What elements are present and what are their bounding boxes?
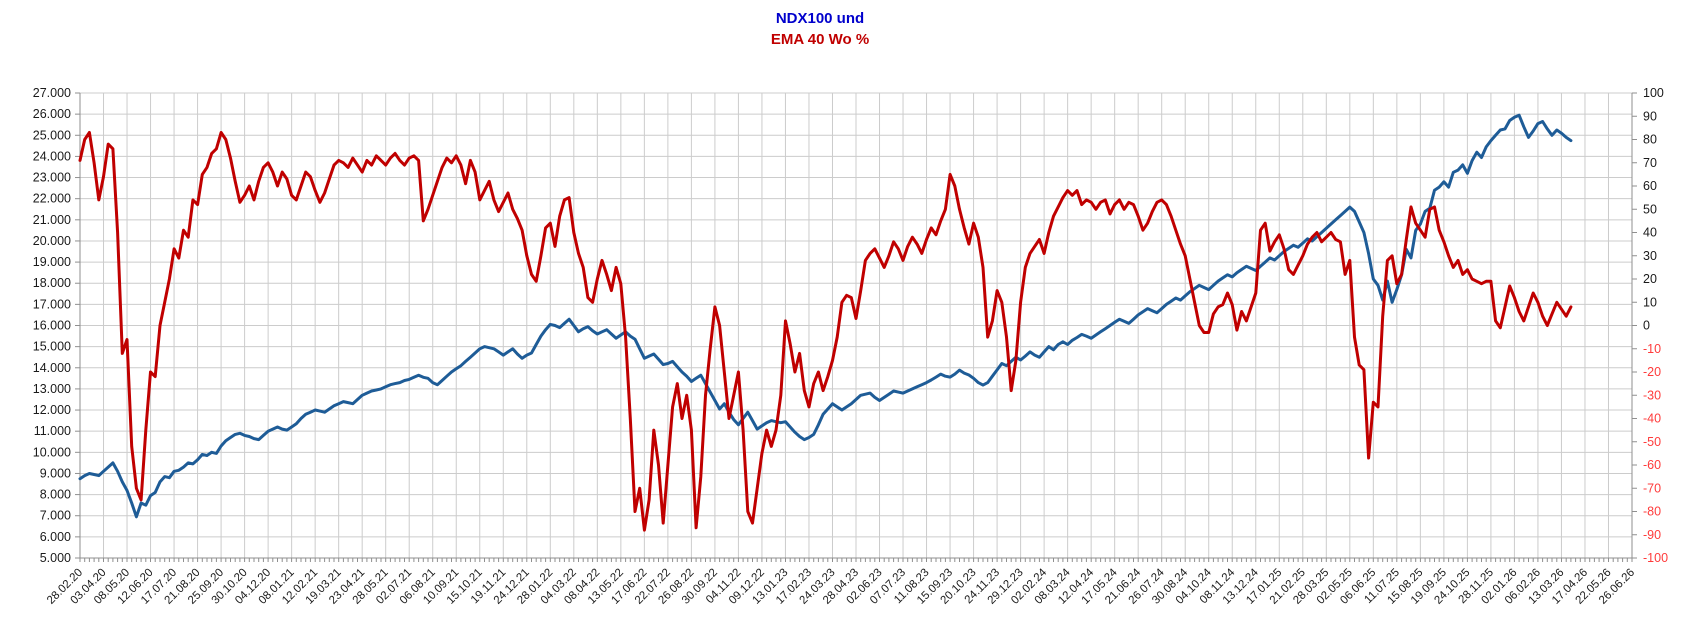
y-axis-left-label: 7.000 xyxy=(40,509,71,523)
chart-title-line1: NDX100 und xyxy=(775,10,865,27)
y-axis-right-label: 100 xyxy=(1643,86,1664,100)
y-axis-left-label: 23.000 xyxy=(33,171,71,185)
y-axis-left-label: 21.000 xyxy=(33,213,71,227)
y-axis-right-label: 10 xyxy=(1643,295,1657,309)
y-axis-right-label: 90 xyxy=(1643,109,1657,123)
y-axis-left-label: 18.000 xyxy=(33,276,71,290)
y-axis-left-label: 9.000 xyxy=(40,466,71,480)
y-axis-right-label: 60 xyxy=(1643,179,1657,193)
y-axis-left-label: 27.000 xyxy=(33,86,71,100)
y-axis-left-label: 19.000 xyxy=(33,255,71,269)
y-axis-right-label: 50 xyxy=(1643,202,1657,216)
y-axis-right-label: -70 xyxy=(1643,481,1661,495)
y-axis-right-label: -100 xyxy=(1643,551,1668,565)
y-axis-left-label: 6.000 xyxy=(40,530,71,544)
y-axis-left-label: 16.000 xyxy=(33,319,71,333)
y-axis-left-label: 15.000 xyxy=(33,340,71,354)
y-axis-left-label: 22.000 xyxy=(33,192,71,206)
y-axis-left-label: 11.000 xyxy=(34,424,71,438)
y-axis-right-label: -40 xyxy=(1643,412,1661,426)
chart-title-line2: EMA 40 Wo % xyxy=(770,31,870,48)
y-axis-right-label: 80 xyxy=(1643,133,1657,147)
y-axis-right-label: -30 xyxy=(1643,388,1661,402)
y-axis-left-label: 20.000 xyxy=(33,234,71,248)
y-axis-right-label: -20 xyxy=(1643,365,1661,379)
y-axis-right-label: 70 xyxy=(1643,156,1657,170)
y-axis-right-label: -90 xyxy=(1643,528,1661,542)
y-axis-left-label: 5.000 xyxy=(40,551,71,565)
y-axis-right-label: -10 xyxy=(1643,342,1661,356)
x-axis-minor-ticks xyxy=(79,558,1633,562)
y-axis-right-label: -60 xyxy=(1643,458,1661,472)
y-axis-right-label: 0 xyxy=(1643,319,1650,333)
y-axis-left-label: 13.000 xyxy=(33,382,71,396)
y-axis-left-label: 14.000 xyxy=(33,361,71,375)
y-axis-right-label: -80 xyxy=(1643,505,1661,519)
y-axis-left-label: 24.000 xyxy=(33,149,71,163)
y-axis-left-label: 12.000 xyxy=(33,403,71,417)
y-axis-left-label: 26.000 xyxy=(33,107,71,121)
y-axis-left-label: 10.000 xyxy=(33,445,71,459)
ema40-series-line xyxy=(78,131,1573,532)
y-axis-left-label: 8.000 xyxy=(40,488,71,502)
ndx100-series-line xyxy=(78,113,1573,519)
y-axis-left-label: 25.000 xyxy=(33,128,71,142)
chart-title: NDX100 und EMA 40 Wo % xyxy=(0,8,1640,50)
y-axis-right-label: -50 xyxy=(1643,435,1661,449)
y-axis-left-label: 17.000 xyxy=(33,297,71,311)
y-axis-right-label: 20 xyxy=(1643,272,1657,286)
y-axis-right-label: 30 xyxy=(1643,249,1657,263)
y-axis-right-label: 40 xyxy=(1643,226,1657,240)
